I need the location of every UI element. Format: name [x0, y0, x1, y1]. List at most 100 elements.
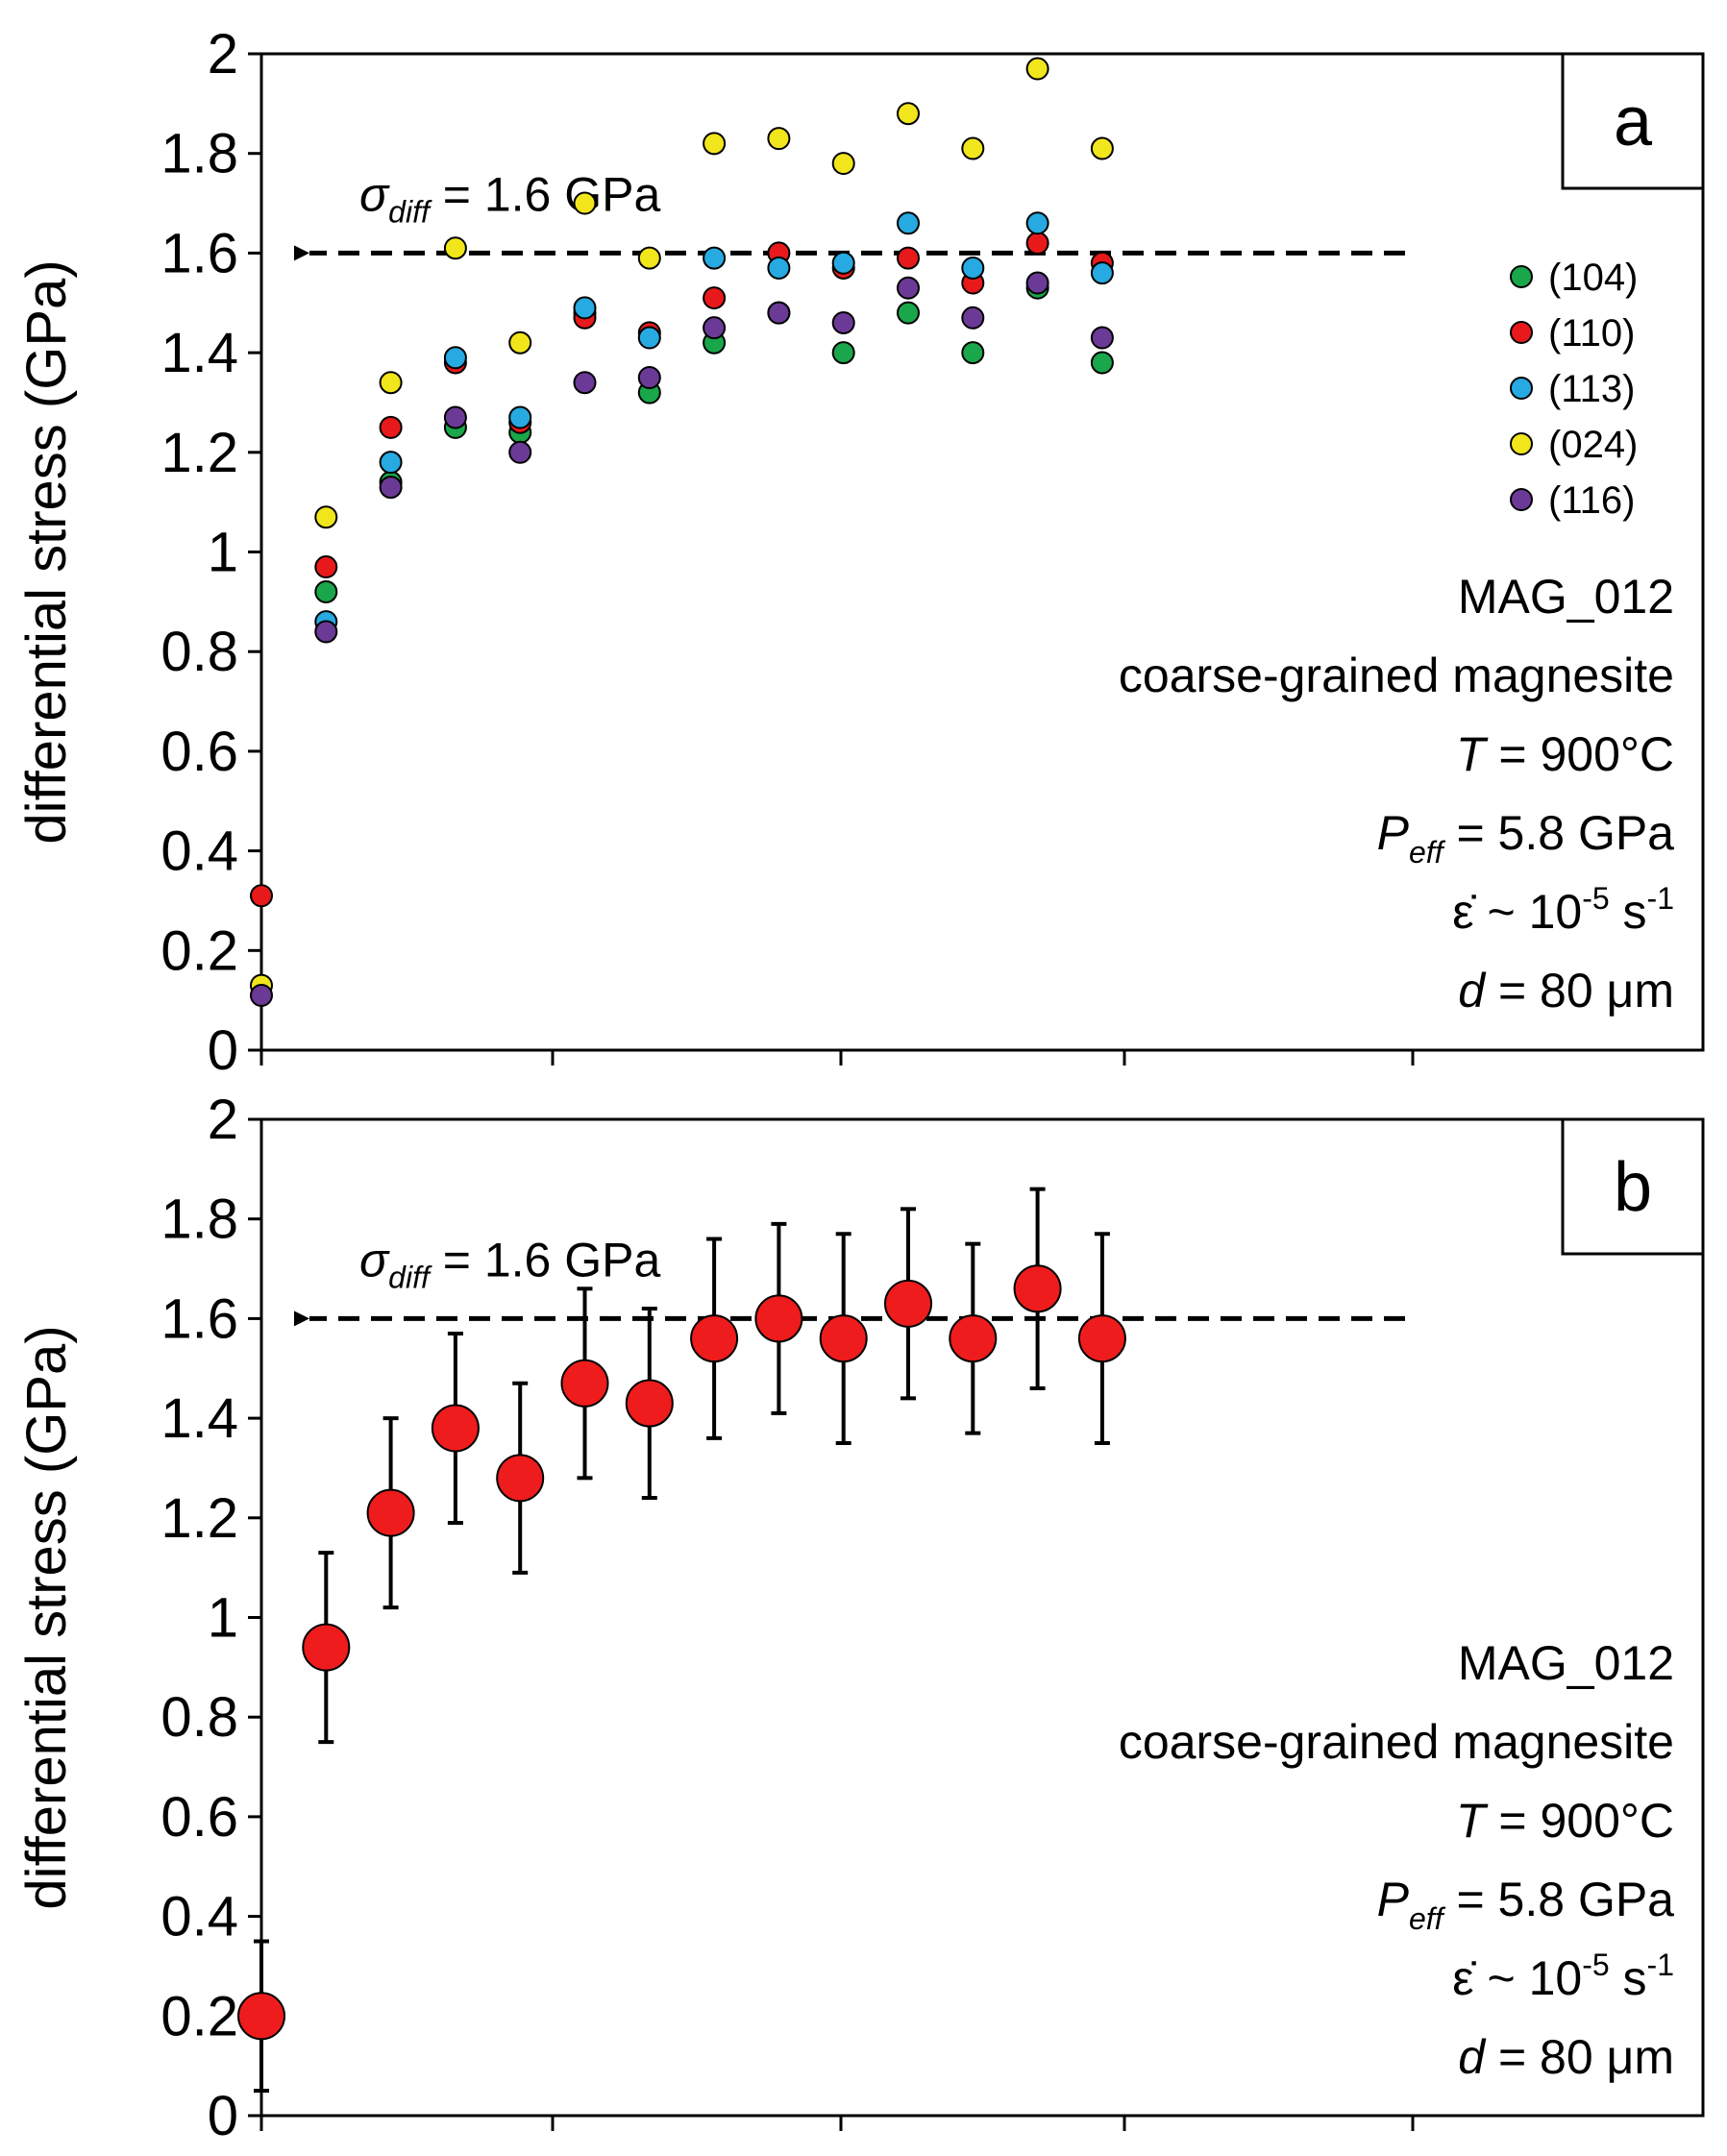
data-point-024 — [1025, 57, 1049, 81]
annotation-part: P — [1377, 806, 1410, 860]
annotation-part: s — [1610, 1951, 1647, 2005]
data-point-116 — [831, 310, 855, 334]
annotation-line: ε̇ ~ 10-5 s-1 — [1452, 1948, 1674, 2005]
y-tick-label: 0.4 — [160, 1886, 238, 1948]
data-point — [690, 1314, 739, 1363]
panel-letter-box — [1561, 52, 1705, 190]
data-point — [819, 1314, 868, 1363]
data-point-116 — [250, 983, 273, 1007]
data-point — [1077, 1314, 1126, 1363]
data-point-024 — [897, 102, 920, 126]
annotation-part: d — [1458, 964, 1487, 1017]
data-point-116 — [508, 440, 532, 464]
data-point-024 — [767, 127, 791, 151]
data-point-024 — [1090, 136, 1114, 160]
data-point-116 — [767, 301, 791, 325]
sigma-subscript: diff — [388, 194, 432, 229]
data-point-113 — [961, 256, 985, 280]
legend-marker — [1510, 432, 1533, 455]
chart-panel-b: 0 0.2 0.4 0.6 0.8 1 1.2 1.4 1.6 1.8 2 differential … — [15, 1089, 1705, 2147]
y-tick-label: 1.2 — [160, 422, 238, 484]
annotation-part: -1 — [1647, 1948, 1674, 1982]
data-point-104 — [897, 301, 920, 325]
annotation-part: = 80 μm — [1485, 2030, 1674, 2084]
data-point-024 — [379, 371, 403, 395]
data-point-110 — [250, 884, 273, 908]
y-tick-label: 1.8 — [160, 1188, 238, 1251]
data-point-116 — [1025, 271, 1049, 295]
y-tick-label: 1 — [208, 522, 238, 584]
y-tick-label: 0 — [208, 2085, 238, 2147]
data-point-113 — [767, 256, 791, 280]
y-tick-label: 0.2 — [160, 1985, 238, 2047]
data-point-104 — [314, 579, 338, 603]
data-point-113 — [703, 246, 727, 270]
data-point-024 — [314, 505, 338, 529]
y-tick-label: 1.8 — [160, 123, 238, 185]
data-point-113 — [508, 405, 532, 429]
annotation-part: = 5.8 GPa — [1443, 1873, 1675, 1926]
legend-label: (110) — [1548, 312, 1635, 355]
annotation-line: d = 80 μm — [1458, 2030, 1674, 2084]
y-tick-label: 1.2 — [160, 1487, 238, 1550]
data-point — [560, 1359, 609, 1408]
data-point-110 — [703, 286, 727, 310]
annotation-line: T = 900°C — [1456, 727, 1674, 781]
sigma-subscript: diff — [388, 1260, 432, 1294]
data-point — [302, 1623, 351, 1672]
legend-marker — [1510, 377, 1533, 400]
y-tick-label: 0 — [208, 1019, 238, 1082]
annotation-part: eff — [1409, 835, 1446, 870]
annotation-part: ε̇ ~ 10 — [1452, 1951, 1582, 2005]
y-tick-label: 0.8 — [160, 1686, 238, 1749]
data-point-104 — [831, 341, 855, 365]
annotation-line: d = 80 μm — [1458, 964, 1674, 1017]
data-point — [884, 1279, 932, 1328]
data-point-024 — [443, 236, 467, 260]
y-tick-label: 2 — [208, 1089, 238, 1151]
data-point-116 — [637, 366, 661, 390]
y-tick-label: 0.8 — [160, 621, 238, 683]
y-tick-label: 1.6 — [160, 1287, 238, 1350]
legend-marker — [1510, 321, 1533, 344]
annotation-part: MAG_012 — [1458, 570, 1674, 624]
annotation-line: ε̇ ~ 10-5 s-1 — [1452, 881, 1674, 939]
data-point-113 — [573, 296, 597, 320]
reference-label: σdiff = 1.6 GPa — [359, 167, 660, 229]
data-point-113 — [897, 211, 920, 235]
data-point-116 — [379, 476, 403, 500]
data-point-113 — [1025, 211, 1049, 235]
data-point-110 — [379, 415, 403, 439]
data-point-113 — [1090, 261, 1114, 285]
annotation-line: T = 900°C — [1456, 1794, 1674, 1848]
annotation-part: MAG_012 — [1458, 1636, 1674, 1690]
legend-label: (104) — [1548, 257, 1638, 299]
annotation-part: -5 — [1582, 881, 1609, 916]
data-point — [949, 1314, 998, 1363]
data-point — [237, 1992, 285, 2041]
data-point-110 — [1025, 232, 1049, 256]
data-point-024 — [831, 152, 855, 176]
annotation-part: = 900°C — [1485, 727, 1674, 781]
data-point-024 — [508, 331, 532, 355]
annotation-line: Peff = 5.8 GPa — [1377, 806, 1675, 870]
annotation-part: coarse-grained magnesite — [1119, 649, 1674, 702]
data-point-113 — [443, 346, 467, 370]
y-tick-label: 0.6 — [160, 721, 238, 783]
data-point-113 — [637, 326, 661, 350]
annotation-part: = 5.8 GPa — [1443, 806, 1675, 860]
data-point-024 — [637, 246, 661, 270]
data-point-110 — [314, 555, 338, 579]
panel-letter: a — [1614, 84, 1653, 160]
reference-value: = 1.6 GPa — [430, 1233, 661, 1286]
sigma-symbol: σ — [359, 1233, 390, 1286]
annotation-line: coarse-grained magnesite — [1119, 649, 1674, 702]
data-point-110 — [897, 246, 920, 270]
data-point-113 — [831, 251, 855, 275]
legend-marker — [1510, 488, 1533, 511]
panel-letter-box — [1561, 1117, 1705, 1256]
annotation-part: = 80 μm — [1485, 964, 1674, 1017]
data-point — [496, 1454, 545, 1503]
annotation-line: coarse-grained magnesite — [1119, 1715, 1674, 1769]
